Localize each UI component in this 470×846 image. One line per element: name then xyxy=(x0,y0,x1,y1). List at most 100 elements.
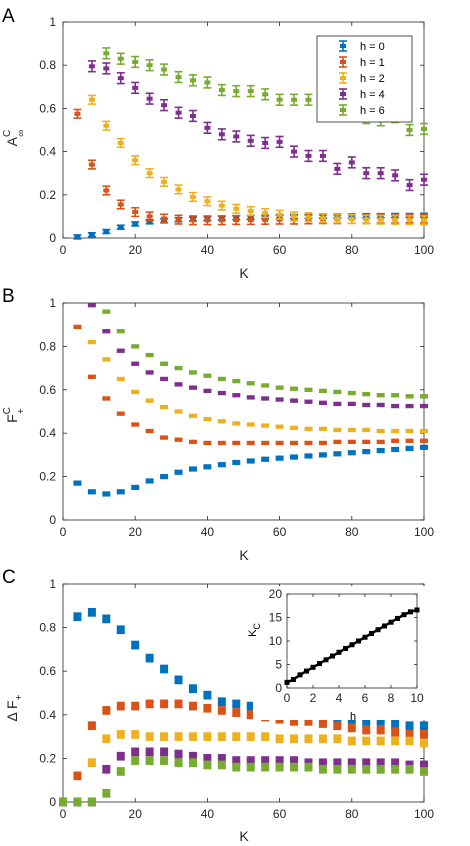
data-point-h2 xyxy=(246,422,255,427)
data-point-h2 xyxy=(391,428,400,434)
inset-data-point xyxy=(297,672,303,678)
data-point-h1 xyxy=(290,716,299,726)
data-point-h4 xyxy=(87,60,96,73)
data-point-h1 xyxy=(145,699,154,709)
data-point-h2 xyxy=(131,389,140,395)
data-point-h2 xyxy=(188,413,197,419)
data-point-h4 xyxy=(188,109,197,123)
panel-a-letter: A xyxy=(2,6,15,27)
legend-label-h2: h = 2 xyxy=(360,73,385,85)
data-point-h2 xyxy=(290,425,299,430)
data-point-h2 xyxy=(87,339,96,345)
data-point-h0 xyxy=(131,221,140,227)
data-point-h1 xyxy=(304,716,313,726)
panel-b: B 0 20 40 60 80 100 0 0.2 0.4 0.6 0.8 1 K FC + xyxy=(2,286,434,563)
panel-b-ylabel-main: F xyxy=(4,414,20,423)
data-point-h1 xyxy=(73,324,82,330)
data-point-h6 xyxy=(405,764,414,774)
panel-c-ylabel-main: Δ F xyxy=(4,700,20,721)
data-point-h2 xyxy=(232,421,241,426)
data-point-h2 xyxy=(203,732,212,741)
panel-a-xtick-label: 0 xyxy=(60,243,67,257)
legend-marker-h0 xyxy=(339,40,347,52)
data-point-h4 xyxy=(376,402,385,408)
data-point-h4 xyxy=(318,758,327,768)
data-point-h2 xyxy=(304,212,313,223)
panel-a-plot: 0 20 40 60 80 100 0 0.2 0.4 0.6 0.8 1 xyxy=(39,15,434,257)
panel-b-xtick-label: 100 xyxy=(414,525,434,539)
data-point-h2 xyxy=(261,732,270,741)
data-point-h6 xyxy=(304,93,313,106)
data-point-h1 xyxy=(203,440,212,446)
data-point-h4 xyxy=(188,751,197,761)
panel-c-xtick-label: 40 xyxy=(201,807,215,821)
panel-b-letter: B xyxy=(2,286,15,307)
data-point-h6 xyxy=(217,376,226,382)
data-point-h1 xyxy=(145,428,154,434)
data-point-h4 xyxy=(304,149,313,163)
data-point-h6 xyxy=(174,758,183,768)
legend-marker-h1 xyxy=(339,56,347,68)
data-point-h1 xyxy=(188,701,197,711)
data-point-h4 xyxy=(232,130,241,143)
data-point-h4 xyxy=(275,135,284,149)
data-point-h4 xyxy=(232,756,241,765)
data-point-h6 xyxy=(203,76,212,89)
legend-entry-h1: h = 1 xyxy=(339,56,385,69)
data-point-h6 xyxy=(275,93,284,106)
data-point-h4 xyxy=(376,758,385,768)
inset-ylabel-main: K xyxy=(247,629,259,637)
data-point-h1 xyxy=(174,437,183,442)
data-point-h4 xyxy=(246,756,255,765)
data-point-h1 xyxy=(131,701,140,711)
data-point-h1 xyxy=(318,440,327,446)
panel-a-ytick-label: 0.4 xyxy=(39,145,56,159)
inset-data-point xyxy=(401,612,407,618)
panel-b-xtick-label: 80 xyxy=(345,525,359,539)
data-point-h1 xyxy=(217,706,226,715)
data-point-h6 xyxy=(246,381,255,386)
data-point-h2 xyxy=(347,427,356,433)
data-point-h2 xyxy=(217,419,226,424)
panel-a-ylabel-sub: ∞ xyxy=(16,130,27,137)
legend-label-h1: h = 1 xyxy=(360,57,385,69)
data-point-h1 xyxy=(160,435,169,440)
data-point-h1 xyxy=(87,159,96,170)
legend-label-h6: h = 6 xyxy=(360,105,385,117)
data-point-h2 xyxy=(333,734,342,744)
inset-ytick-label: 15 xyxy=(269,611,283,625)
data-point-h6 xyxy=(116,329,125,334)
data-point-h2 xyxy=(232,732,241,741)
data-point-h1 xyxy=(232,214,241,226)
data-point-h2 xyxy=(174,409,183,414)
data-point-h0 xyxy=(116,489,125,495)
inset-data-point xyxy=(330,653,335,659)
data-point-h4 xyxy=(188,385,197,390)
panel-c-xtick-label: 60 xyxy=(273,807,287,821)
data-point-h6 xyxy=(217,760,226,770)
inset-ylabel-sub: C xyxy=(252,623,262,630)
data-point-h6 xyxy=(318,388,327,394)
data-point-h6 xyxy=(145,352,154,358)
data-point-h1 xyxy=(188,439,197,445)
data-point-h4 xyxy=(261,396,270,401)
data-point-h6 xyxy=(290,386,299,391)
data-point-h2 xyxy=(290,734,299,744)
data-point-h2 xyxy=(376,736,385,746)
data-point-h6 xyxy=(217,83,226,97)
legend-entry-h2: h = 2 xyxy=(339,72,385,85)
data-point-h2 xyxy=(174,184,183,195)
data-point-h0 xyxy=(160,664,169,674)
data-point-h1 xyxy=(87,721,96,731)
data-point-h0 xyxy=(102,614,111,624)
data-point-h6 xyxy=(347,390,356,396)
data-point-h4 xyxy=(145,747,154,757)
inset-data-point xyxy=(382,623,387,629)
data-point-h4 xyxy=(318,400,327,405)
data-point-h0 xyxy=(102,491,111,497)
data-point-h4 xyxy=(304,399,313,404)
data-point-h2 xyxy=(405,736,414,746)
